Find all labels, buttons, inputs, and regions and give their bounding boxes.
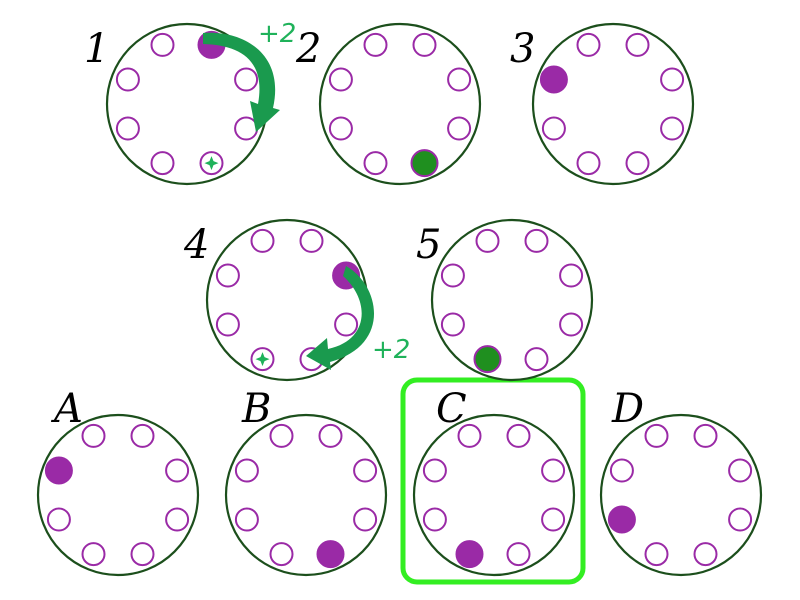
empty-slot bbox=[217, 265, 239, 287]
empty-slot bbox=[560, 314, 582, 336]
ring bbox=[38, 415, 198, 575]
ring bbox=[533, 24, 693, 184]
empty-slot bbox=[365, 34, 387, 56]
empty-slot bbox=[335, 314, 357, 336]
answer-option-b[interactable] bbox=[226, 415, 386, 575]
empty-slot bbox=[152, 34, 174, 56]
green-filled-slot bbox=[412, 150, 438, 176]
empty-slot bbox=[235, 118, 257, 140]
empty-slot bbox=[508, 543, 530, 565]
purple-filled-slot bbox=[541, 67, 567, 93]
ring bbox=[320, 24, 480, 184]
empty-slot bbox=[132, 543, 154, 565]
step-label-1: +2 bbox=[258, 19, 296, 49]
empty-slot bbox=[414, 34, 436, 56]
empty-slot bbox=[330, 69, 352, 91]
empty-slot bbox=[526, 348, 548, 370]
empty-slot bbox=[695, 543, 717, 565]
option-label-c: C bbox=[436, 386, 467, 432]
ring bbox=[414, 415, 574, 575]
step-label-4: +2 bbox=[372, 335, 410, 365]
puzzle-label-2: 2 bbox=[295, 26, 321, 72]
empty-slot bbox=[166, 509, 188, 531]
puzzle-label-5: 5 bbox=[416, 222, 441, 268]
empty-slot bbox=[729, 460, 751, 482]
empty-slot bbox=[442, 265, 464, 287]
option-label-b: B bbox=[241, 386, 271, 432]
empty-slot bbox=[152, 152, 174, 174]
empty-slot bbox=[217, 314, 239, 336]
empty-slot bbox=[117, 118, 139, 140]
empty-slot bbox=[166, 460, 188, 482]
empty-slot bbox=[627, 152, 649, 174]
empty-slot bbox=[424, 460, 446, 482]
sequence-puzzle-5 bbox=[432, 220, 592, 380]
empty-slot bbox=[661, 69, 683, 91]
empty-slot bbox=[695, 425, 717, 447]
ring bbox=[601, 415, 761, 575]
ring bbox=[432, 220, 592, 380]
empty-slot bbox=[83, 543, 105, 565]
purple-filled-slot bbox=[609, 507, 635, 533]
empty-slot bbox=[252, 230, 274, 252]
puzzle-label-3: 3 bbox=[510, 26, 535, 72]
answer-option-a[interactable] bbox=[38, 415, 198, 575]
purple-filled-slot bbox=[457, 541, 483, 567]
answer-option-d[interactable] bbox=[601, 415, 761, 575]
empty-slot bbox=[424, 509, 446, 531]
empty-slot bbox=[542, 460, 564, 482]
empty-slot bbox=[442, 314, 464, 336]
empty-slot bbox=[117, 69, 139, 91]
option-label-d: D bbox=[611, 386, 644, 432]
option-label-a: A bbox=[50, 386, 83, 432]
empty-slot bbox=[543, 118, 565, 140]
empty-slot bbox=[132, 425, 154, 447]
empty-slot bbox=[448, 69, 470, 91]
puzzle-label-1: 1 bbox=[84, 26, 109, 72]
empty-slot bbox=[627, 34, 649, 56]
sequence-puzzle-3 bbox=[533, 24, 693, 184]
empty-slot bbox=[320, 425, 342, 447]
empty-slot bbox=[365, 152, 387, 174]
empty-slot bbox=[271, 425, 293, 447]
green-filled-slot bbox=[475, 346, 501, 372]
empty-slot bbox=[448, 118, 470, 140]
empty-slot bbox=[236, 509, 258, 531]
empty-slot bbox=[236, 460, 258, 482]
empty-slot bbox=[560, 265, 582, 287]
ring bbox=[226, 415, 386, 575]
empty-slot bbox=[578, 152, 600, 174]
answer-option-c[interactable] bbox=[414, 415, 574, 575]
sequence-puzzle-2 bbox=[320, 24, 480, 184]
empty-slot bbox=[526, 230, 548, 252]
empty-slot bbox=[330, 118, 352, 140]
purple-filled-slot bbox=[46, 458, 72, 484]
empty-slot bbox=[354, 460, 376, 482]
empty-slot bbox=[83, 425, 105, 447]
empty-slot bbox=[542, 509, 564, 531]
purple-filled-slot bbox=[318, 541, 344, 567]
empty-slot bbox=[235, 69, 257, 91]
empty-slot bbox=[646, 543, 668, 565]
empty-slot bbox=[578, 34, 600, 56]
empty-slot bbox=[477, 230, 499, 252]
puzzle-label-4: 4 bbox=[183, 222, 209, 268]
empty-slot bbox=[508, 425, 530, 447]
empty-slot bbox=[611, 460, 633, 482]
empty-slot bbox=[271, 543, 293, 565]
empty-slot bbox=[661, 118, 683, 140]
empty-slot bbox=[354, 509, 376, 531]
empty-slot bbox=[301, 230, 323, 252]
empty-slot bbox=[646, 425, 668, 447]
empty-slot bbox=[729, 509, 751, 531]
empty-slot bbox=[48, 509, 70, 531]
